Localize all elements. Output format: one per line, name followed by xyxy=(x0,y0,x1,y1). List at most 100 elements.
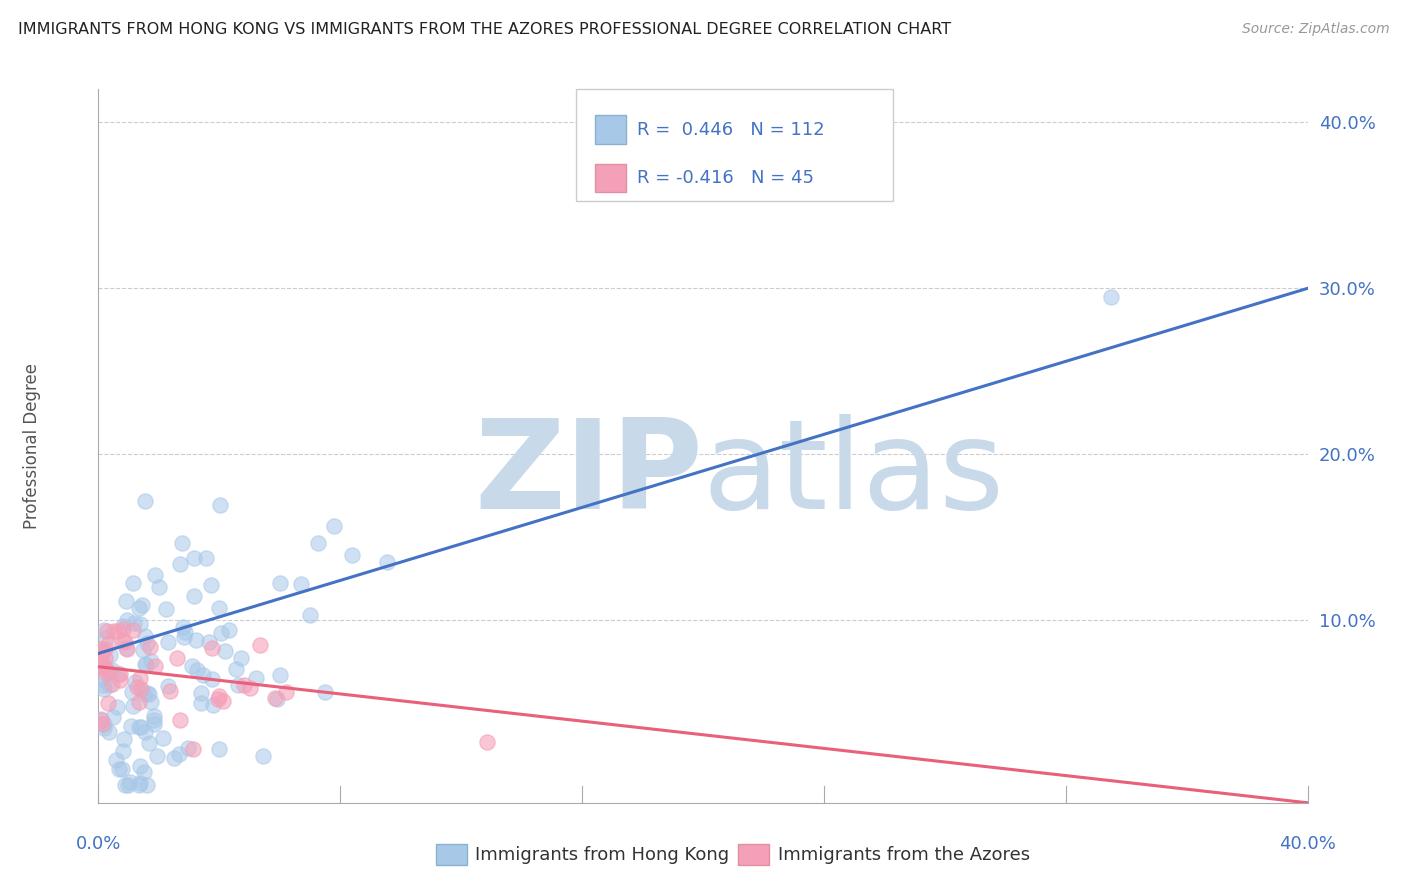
Point xyxy=(107,762,129,776)
Point xyxy=(111,633,134,648)
Point xyxy=(190,686,212,700)
Point xyxy=(138,640,160,654)
Point xyxy=(115,594,138,608)
Point xyxy=(135,636,157,650)
Point xyxy=(90,673,112,687)
Point xyxy=(90,642,112,657)
Point xyxy=(229,651,252,665)
Point xyxy=(475,734,498,748)
Point xyxy=(211,625,233,640)
Point xyxy=(201,698,224,712)
Point xyxy=(94,632,117,646)
Text: Immigrants from the Azores: Immigrants from the Azores xyxy=(778,846,1029,863)
Point xyxy=(155,602,177,616)
Point xyxy=(201,641,224,656)
Point xyxy=(264,690,287,705)
Text: atlas: atlas xyxy=(703,414,1005,535)
Point xyxy=(169,713,191,727)
Point xyxy=(134,657,156,671)
Point xyxy=(103,624,125,638)
Point xyxy=(173,630,195,644)
Point xyxy=(290,576,312,591)
Point xyxy=(131,598,153,612)
Point xyxy=(128,720,150,734)
Point xyxy=(136,685,159,699)
Point xyxy=(143,708,166,723)
Point xyxy=(322,519,344,533)
Point xyxy=(128,600,150,615)
Point xyxy=(115,641,138,656)
Point xyxy=(97,696,120,710)
Point xyxy=(193,668,215,682)
Point xyxy=(93,658,115,673)
Point xyxy=(209,498,232,512)
Point xyxy=(104,753,127,767)
Point xyxy=(146,748,169,763)
Point xyxy=(128,616,150,631)
Text: R = -0.416   N = 45: R = -0.416 N = 45 xyxy=(637,169,814,186)
Point xyxy=(180,659,202,673)
Point xyxy=(93,641,115,656)
Point xyxy=(201,672,224,686)
Text: Source: ZipAtlas.com: Source: ZipAtlas.com xyxy=(1241,22,1389,37)
Point xyxy=(307,536,329,550)
Point xyxy=(90,642,112,657)
Point xyxy=(94,651,117,665)
Point xyxy=(200,578,222,592)
Point xyxy=(90,712,112,726)
Point xyxy=(115,641,138,656)
Point xyxy=(186,663,208,677)
Point xyxy=(90,647,112,661)
Point xyxy=(120,775,142,789)
Point xyxy=(114,778,136,792)
Point xyxy=(98,678,121,692)
Point xyxy=(1099,290,1122,304)
Point xyxy=(98,648,121,662)
Point xyxy=(156,634,179,648)
Point xyxy=(122,698,145,713)
Point xyxy=(101,663,124,677)
Point xyxy=(156,679,179,693)
Point xyxy=(115,614,138,628)
Text: 0.0%: 0.0% xyxy=(76,835,121,853)
Point xyxy=(143,716,166,731)
Point xyxy=(132,764,155,779)
Point xyxy=(159,683,181,698)
Point xyxy=(208,689,231,703)
Point xyxy=(314,684,336,698)
Point xyxy=(124,674,146,689)
Point xyxy=(208,601,231,615)
Point xyxy=(340,549,363,563)
Point xyxy=(132,643,155,657)
Point xyxy=(172,620,194,634)
Point xyxy=(232,678,254,692)
Point xyxy=(100,666,122,681)
Point xyxy=(114,635,136,649)
Point xyxy=(108,666,131,681)
Point xyxy=(90,713,112,727)
Point xyxy=(138,736,160,750)
Point xyxy=(169,557,191,571)
Point xyxy=(120,719,142,733)
Point xyxy=(98,725,121,739)
Point xyxy=(198,635,221,649)
Point xyxy=(111,622,134,636)
Point xyxy=(139,695,162,709)
Point xyxy=(136,778,159,792)
Point xyxy=(111,762,134,776)
Point xyxy=(96,624,118,638)
Point xyxy=(93,681,115,696)
Point xyxy=(276,685,298,699)
Point xyxy=(117,778,139,792)
Point xyxy=(143,713,166,727)
Point xyxy=(107,624,129,638)
Point xyxy=(269,575,291,590)
Text: ZIP: ZIP xyxy=(474,414,703,535)
Point xyxy=(166,651,188,665)
Point xyxy=(111,619,134,633)
Text: IMMIGRANTS FROM HONG KONG VS IMMIGRANTS FROM THE AZORES PROFESSIONAL DEGREE CORR: IMMIGRANTS FROM HONG KONG VS IMMIGRANTS … xyxy=(18,22,952,37)
Point xyxy=(97,637,120,651)
Point xyxy=(128,671,150,685)
Point xyxy=(91,678,114,692)
Point xyxy=(152,731,174,745)
